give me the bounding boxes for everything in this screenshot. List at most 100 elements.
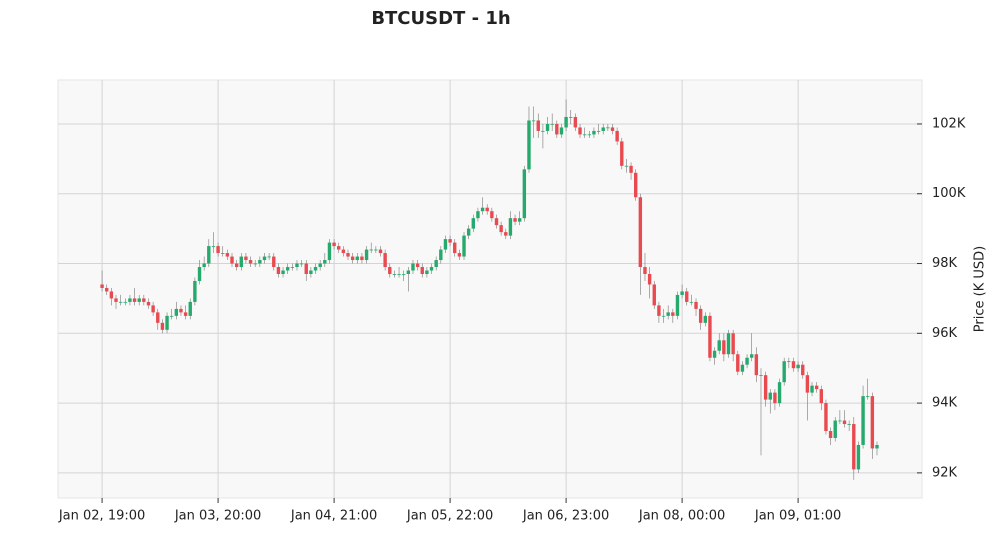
- candle-body: [337, 246, 341, 250]
- candle-body: [327, 242, 332, 261]
- candle-body: [281, 270, 285, 274]
- x-tick-label: Jan 08, 00:00: [638, 509, 725, 524]
- candle-body: [801, 364, 805, 376]
- candle-body: [197, 267, 202, 281]
- candle-body: [508, 218, 513, 236]
- candle-body: [601, 127, 605, 131]
- candle-body: [810, 385, 814, 393]
- candle-body: [814, 385, 819, 390]
- candle-body: [499, 225, 503, 233]
- candle-body: [545, 123, 550, 131]
- candle-body: [123, 301, 127, 303]
- candle-body: [629, 165, 633, 173]
- y-tick-label: 102K: [932, 116, 966, 131]
- candle-body: [234, 263, 239, 268]
- candle-body: [244, 256, 248, 261]
- candle-body: [694, 301, 698, 309]
- candle-body: [248, 260, 253, 264]
- candle-body: [309, 270, 313, 274]
- candle-body: [272, 256, 276, 268]
- candle-body: [805, 375, 810, 393]
- candle-body: [513, 218, 517, 222]
- candle-body: [726, 333, 731, 355]
- candle-body: [536, 120, 540, 131]
- candle-body: [225, 253, 230, 257]
- candle-body: [634, 172, 638, 198]
- candle-body: [787, 361, 791, 363]
- chart-title: BTCUSDT - 1h: [371, 8, 510, 29]
- candle-body: [350, 256, 355, 261]
- x-tick-label: Jan 02, 19:00: [58, 509, 145, 524]
- candle-body: [875, 444, 879, 449]
- candle-body: [406, 270, 411, 274]
- candle-body: [587, 134, 591, 136]
- candle-body: [870, 396, 875, 449]
- candle-body: [193, 280, 197, 302]
- candle-body: [183, 312, 188, 316]
- candle-body: [160, 322, 165, 330]
- candle-body: [318, 263, 322, 268]
- candle-body: [239, 256, 243, 268]
- y-tick-label: 96K: [932, 326, 958, 341]
- candle-body: [179, 308, 183, 313]
- y-axis-label: Price (K USD): [973, 246, 988, 332]
- candle-body: [360, 256, 364, 261]
- candle-body: [118, 301, 123, 303]
- candle-body: [624, 165, 629, 167]
- candle-body: [188, 301, 192, 316]
- candle-body: [216, 246, 220, 254]
- candle-body: [657, 305, 661, 316]
- candle-body: [847, 424, 851, 425]
- candle-body: [462, 235, 466, 257]
- candle-body: [439, 249, 443, 261]
- candle-body: [652, 284, 656, 306]
- candle-body: [661, 315, 666, 317]
- candle-body: [578, 127, 582, 135]
- candle-body: [638, 197, 643, 268]
- candle-body: [202, 263, 206, 268]
- candle-body: [541, 130, 545, 132]
- candle-body: [504, 232, 508, 236]
- candle-body: [285, 267, 290, 271]
- candle-body: [156, 312, 160, 323]
- candle-body: [620, 141, 624, 166]
- candle-body: [151, 305, 155, 313]
- candle-body: [374, 249, 378, 251]
- candle-body: [680, 291, 684, 295]
- candle-body: [722, 340, 726, 355]
- candle-body: [480, 207, 485, 212]
- candle-body: [132, 298, 137, 302]
- candle-body: [397, 273, 401, 275]
- candle-body: [207, 246, 211, 264]
- candle-body: [295, 263, 299, 268]
- candle-body: [708, 315, 712, 358]
- candle-body: [420, 267, 424, 274]
- candle-body: [606, 127, 610, 129]
- candle-body: [610, 127, 615, 131]
- candle-body: [415, 263, 420, 268]
- candle-body: [453, 242, 457, 254]
- x-tick-label: Jan 09, 01:00: [754, 509, 841, 524]
- candle-body: [555, 123, 559, 135]
- candle-body: [364, 249, 369, 261]
- candle-body: [146, 301, 151, 306]
- candle-body: [531, 120, 536, 122]
- candle-body: [258, 260, 262, 264]
- candle-body: [114, 298, 118, 302]
- candle-body: [592, 130, 596, 135]
- candle-body: [485, 207, 489, 212]
- candle-body: [838, 420, 842, 422]
- candle-body: [647, 273, 652, 285]
- candle-body: [221, 253, 225, 254]
- candle-body: [388, 267, 392, 274]
- candle-body: [299, 263, 304, 265]
- candle-body: [833, 420, 837, 438]
- candle-body: [211, 246, 216, 247]
- y-tick-label: 98K: [932, 256, 958, 271]
- candle-body: [763, 375, 768, 400]
- candle-body: [411, 263, 415, 271]
- candle-body: [313, 267, 318, 271]
- candle-body: [401, 273, 406, 275]
- candle-body: [861, 396, 865, 445]
